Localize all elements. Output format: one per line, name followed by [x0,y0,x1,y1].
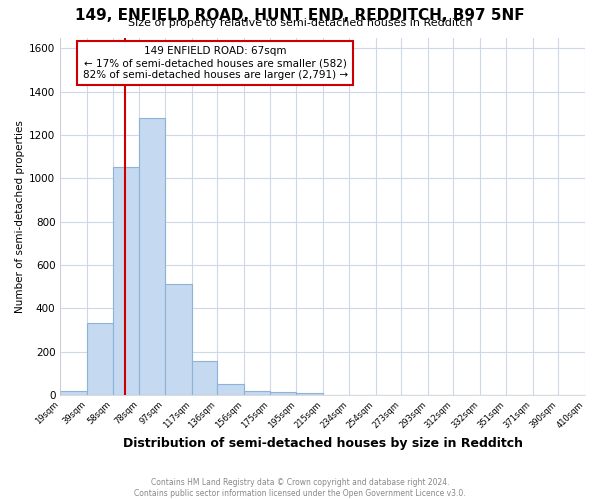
X-axis label: Distribution of semi-detached houses by size in Redditch: Distribution of semi-detached houses by … [122,437,523,450]
Bar [60,390,87,395]
Bar [217,384,244,395]
Y-axis label: Number of semi-detached properties: Number of semi-detached properties [15,120,25,312]
Text: 149, ENFIELD ROAD, HUNT END, REDDITCH, B97 5NF: 149, ENFIELD ROAD, HUNT END, REDDITCH, B… [75,8,525,22]
Bar [139,118,165,395]
Bar [244,390,269,395]
Bar [113,168,139,395]
Text: 149 ENFIELD ROAD: 67sqm
← 17% of semi-detached houses are smaller (582)
82% of s: 149 ENFIELD ROAD: 67sqm ← 17% of semi-de… [83,46,347,80]
Bar [87,324,113,395]
Text: Size of property relative to semi-detached houses in Redditch: Size of property relative to semi-detach… [128,18,472,28]
Bar [269,392,296,395]
Bar [165,284,192,395]
Bar [192,362,217,395]
Text: Contains HM Land Registry data © Crown copyright and database right 2024.
Contai: Contains HM Land Registry data © Crown c… [134,478,466,498]
Bar [296,392,323,395]
